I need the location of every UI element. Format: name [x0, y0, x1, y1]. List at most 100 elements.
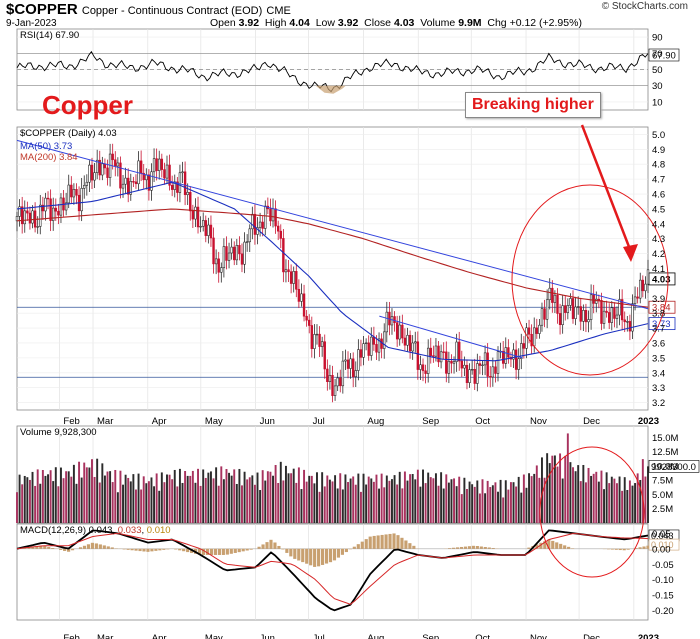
- price-candle-body: [52, 207, 55, 221]
- open-value: 3.92: [238, 17, 260, 29]
- volume-bar: [579, 481, 582, 523]
- volume-bar: [199, 485, 202, 523]
- volume-bar: [349, 478, 352, 523]
- price-candle-body: [315, 333, 319, 336]
- price-candle-body: [496, 351, 500, 374]
- volume-value-tag-text: 9928300.0: [651, 462, 696, 473]
- macd-hist-value: 0.010: [146, 525, 171, 536]
- price-tick-label: 3.3: [652, 383, 665, 394]
- volume-bar: [65, 471, 68, 523]
- volume-bar: [375, 474, 378, 523]
- price-candle-body: [245, 241, 249, 243]
- price-candle-body: [15, 216, 19, 222]
- price-candle-body: [605, 310, 608, 313]
- price-candle-body: [628, 321, 632, 332]
- volume-bar: [631, 485, 634, 523]
- volume-bar: [279, 461, 282, 523]
- volume-bar: [473, 486, 476, 523]
- macd-histogram-bar: [51, 547, 55, 549]
- price-candle-body: [465, 364, 469, 383]
- volume-bar: [512, 482, 515, 523]
- macd-histogram-bar: [447, 548, 452, 549]
- volume-bar: [158, 490, 161, 523]
- volume-bar: [308, 475, 311, 523]
- volume-bar: [292, 468, 295, 523]
- price-candle-body: [507, 347, 510, 358]
- macd-histogram-bar: [94, 543, 98, 549]
- macd-tick-label: -0.05: [652, 560, 674, 571]
- volume-tick-label: 10.0M: [652, 461, 678, 472]
- macd-histogram-bar: [618, 548, 622, 551]
- volume-bar: [616, 483, 618, 523]
- volume-bar: [608, 483, 611, 523]
- volume-bar: [44, 475, 47, 523]
- macd-histogram-bar: [229, 548, 233, 554]
- price-candle-body: [331, 374, 334, 396]
- volume-bar: [587, 467, 590, 523]
- price-candle-body: [295, 271, 298, 290]
- macd-histogram-bar: [213, 548, 218, 555]
- volume-bar: [28, 479, 31, 523]
- price-candle-body: [426, 347, 430, 374]
- volume-bar: [564, 455, 567, 523]
- volume-bar: [561, 478, 564, 523]
- x-tick-label: 2023: [638, 416, 659, 427]
- macd-histogram-bar: [535, 544, 539, 549]
- price-candle-body: [408, 334, 412, 352]
- macd-histogram-bar: [178, 548, 182, 551]
- volume-bar: [639, 479, 642, 523]
- macd-tick-label: 0.05: [652, 529, 671, 540]
- volume-bar: [476, 480, 479, 523]
- volume-bar: [256, 472, 259, 523]
- price-candle-body: [620, 299, 624, 321]
- price-candle-body: [39, 204, 42, 227]
- macd-histogram-bar: [388, 533, 392, 549]
- volume-bar: [91, 459, 93, 523]
- volume-bar: [419, 486, 422, 523]
- price-candle-body: [470, 368, 474, 371]
- close-value-tag-text: 4.03: [652, 274, 671, 285]
- volume-bar: [354, 484, 357, 523]
- price-candle-body: [351, 358, 355, 378]
- volume-bar: [222, 479, 225, 523]
- price-candle-body: [264, 205, 267, 229]
- symbol: $COPPER: [6, 1, 78, 18]
- volume-bar: [318, 491, 321, 523]
- macd-histogram-bar: [225, 548, 229, 555]
- price-candle-body: [26, 210, 29, 214]
- volume-bar: [455, 486, 458, 523]
- macd-histogram-bar: [463, 546, 468, 549]
- price-candle-body: [517, 358, 520, 370]
- ma50-value-tag-text: 3.73: [652, 319, 671, 330]
- price-candle-body: [253, 213, 257, 235]
- volume-bar: [326, 475, 329, 523]
- price-candle-body: [217, 258, 220, 273]
- volume-bar: [207, 472, 210, 523]
- volume-bar: [551, 455, 554, 523]
- volume-bar: [416, 469, 419, 523]
- volume-bar: [328, 479, 331, 523]
- price-candle-body: [158, 158, 161, 171]
- x-tick-label: Dec: [583, 416, 600, 427]
- volume-bar: [422, 469, 424, 523]
- macd-histogram-bar: [35, 546, 39, 549]
- macd-histogram-bar: [205, 548, 210, 555]
- volume-bar: [26, 477, 29, 523]
- volume-bar: [127, 477, 130, 523]
- volume-bar: [272, 475, 274, 523]
- price-candle-body: [419, 364, 422, 370]
- credit-link[interactable]: © StockCharts.com: [601, 1, 688, 12]
- macd-histogram-bar: [297, 548, 301, 561]
- volume-bar: [98, 482, 101, 523]
- macd-histogram-bar: [102, 545, 106, 549]
- price-candle-body: [95, 159, 99, 173]
- macd-histogram-bar: [122, 548, 126, 550]
- volume-bar: [362, 473, 365, 523]
- volume-bar: [41, 469, 44, 523]
- price-candle-body: [93, 172, 96, 181]
- volume-bar: [367, 476, 370, 523]
- price-candle-body: [553, 294, 557, 303]
- price-candle-body: [279, 230, 282, 239]
- price-candle-body: [377, 338, 381, 353]
- price-candle-body: [284, 269, 288, 273]
